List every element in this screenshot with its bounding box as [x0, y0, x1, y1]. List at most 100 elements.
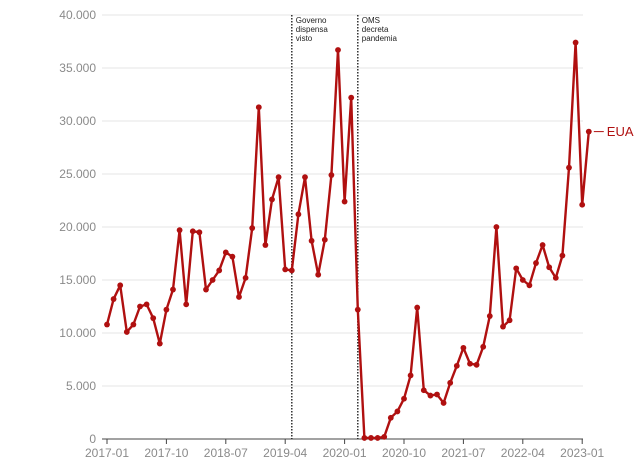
data-point [275, 174, 282, 181]
data-point [236, 294, 242, 300]
data-point [559, 252, 566, 259]
y-tick-label: 35.000 [59, 61, 96, 75]
data-point [500, 323, 506, 330]
data-point [506, 317, 513, 324]
data-point [302, 174, 308, 181]
data-point [110, 296, 117, 302]
y-tick-label: 15.000 [59, 273, 96, 287]
data-point [183, 301, 190, 308]
data-point [552, 274, 559, 281]
data-point [453, 362, 460, 369]
y-tick-label: 5.000 [66, 379, 96, 393]
y-tick-label: 10.000 [59, 326, 96, 340]
series-eua: EUA [104, 39, 634, 441]
y-axis: 0 5.000 10.000 15.000 20.000 25.000 30.000 35.0… [59, 8, 96, 446]
data-point [176, 227, 183, 234]
data-point [585, 128, 592, 135]
data-point [341, 198, 348, 205]
data-point [209, 277, 216, 283]
annotation-line-text: decreta [362, 25, 389, 34]
annotation-text: OMS decreta pandemia [362, 16, 398, 43]
data-point [368, 435, 374, 441]
data-point [203, 286, 209, 293]
data-point [447, 379, 454, 386]
data-point [566, 164, 572, 171]
data-point [315, 271, 322, 278]
data-point [427, 392, 434, 399]
y-tick-label: 0 [89, 432, 96, 446]
data-point [189, 228, 196, 235]
data-point [150, 315, 157, 322]
x-tick-label: 2023-01 [560, 446, 604, 460]
data-point [216, 267, 223, 274]
series-line [105, 41, 590, 440]
annotation-line-text: OMS [362, 16, 380, 25]
data-point [163, 306, 170, 313]
data-point [361, 435, 368, 441]
data-point [434, 391, 440, 398]
data-point [321, 236, 328, 243]
data-point [480, 343, 487, 350]
data-point [335, 47, 341, 53]
data-point [262, 242, 269, 248]
data-point [348, 94, 355, 101]
annotation-line-text: Governo [296, 16, 327, 25]
series-label: EUA [607, 124, 634, 139]
data-point [104, 321, 110, 328]
x-axis: 2017-01 2017-10 2018-07 2019-04 2020-01 2020-… [85, 438, 605, 460]
annotation-line-text: pandemia [362, 34, 398, 43]
annotations: Governo dispensa visto OMS decreta pandemia [291, 15, 398, 439]
data-point [394, 408, 401, 415]
data-point [407, 372, 414, 379]
data-point [130, 321, 137, 328]
y-tick-label: 30.000 [59, 114, 96, 128]
data-point [229, 253, 236, 260]
x-tick-label: 2020-10 [382, 446, 426, 460]
x-tick-label: 2019-04 [263, 446, 307, 460]
data-point [420, 387, 427, 394]
data-point [328, 172, 335, 178]
data-point [170, 286, 176, 293]
x-tick-label: 2020-01 [323, 446, 367, 460]
x-tick-label: 2022-04 [501, 446, 545, 460]
data-point [255, 104, 262, 111]
annotation-text: Governo dispensa visto [296, 16, 329, 43]
y-tick-label: 40.000 [59, 8, 96, 22]
data-point [117, 282, 124, 289]
data-point [123, 329, 130, 335]
data-point [572, 39, 579, 46]
data-point [526, 282, 533, 289]
data-point [539, 242, 546, 248]
data-point [519, 277, 526, 283]
data-point [308, 237, 315, 244]
data-point [242, 274, 249, 281]
data-point [467, 360, 473, 367]
data-point [222, 249, 229, 256]
data-point [249, 225, 256, 231]
data-point [546, 264, 553, 271]
data-point [381, 433, 388, 440]
data-point [440, 400, 447, 406]
data-point [354, 306, 361, 313]
data-point [486, 313, 493, 319]
data-point [414, 304, 421, 311]
x-tick-label: 2018-07 [204, 446, 248, 460]
data-point [401, 395, 407, 402]
data-point [579, 201, 586, 208]
data-point [156, 340, 163, 347]
x-tick-label: 2017-10 [144, 446, 188, 460]
data-point [387, 414, 394, 421]
data-point [269, 196, 275, 203]
data-point [282, 266, 289, 273]
data-point [374, 435, 381, 441]
y-tick-label: 25.000 [59, 167, 96, 181]
data-point [143, 301, 150, 308]
data-point [137, 303, 143, 310]
data-point [295, 211, 302, 218]
data-point [460, 344, 467, 351]
x-tick-label: 2021-07 [441, 446, 485, 460]
data-point [196, 229, 203, 236]
data-point [288, 267, 295, 274]
annotation-line-text: visto [296, 34, 313, 43]
